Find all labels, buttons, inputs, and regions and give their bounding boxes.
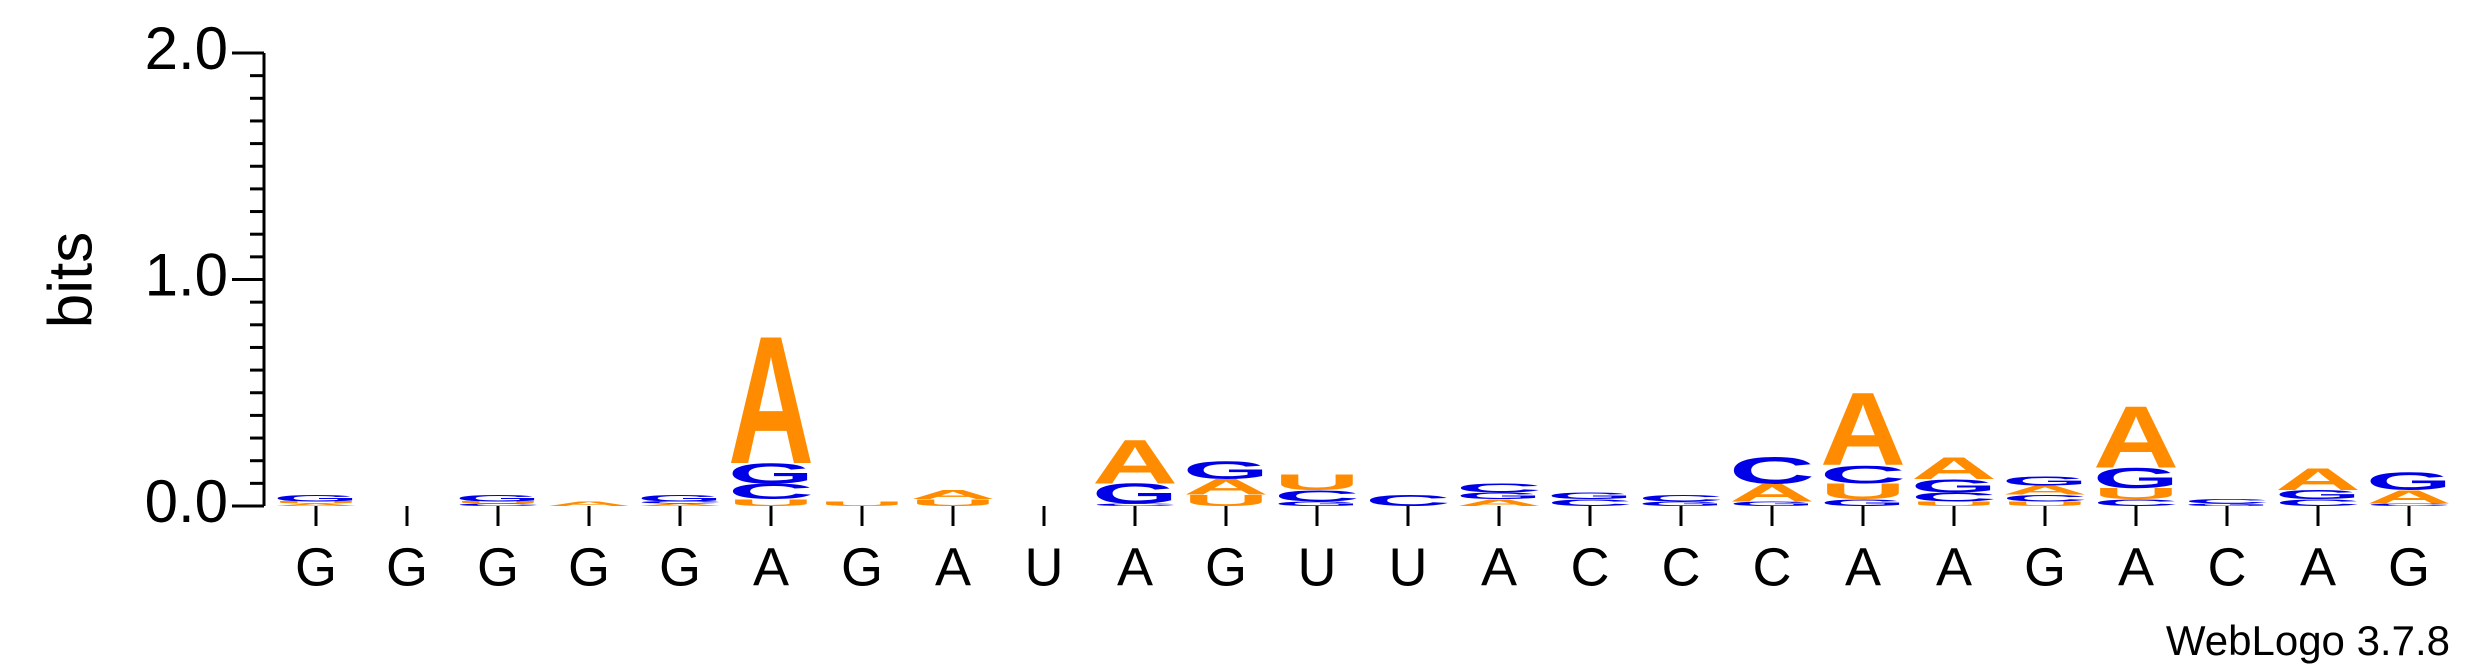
- letter-glyph: G: [1729, 500, 1815, 507]
- letter-glyph: C: [455, 503, 541, 507]
- letter-glyph: G: [1547, 491, 1633, 501]
- letter-glyph: U: [2002, 500, 2088, 507]
- x-tick-label: C: [1753, 537, 1792, 597]
- letter-glyph: A: [1092, 426, 1178, 497]
- x-tick-label: A: [2118, 537, 2154, 597]
- letter-glyph: G: [728, 458, 814, 490]
- letter-glyph: A: [637, 503, 723, 507]
- letter-glyph: G: [1911, 476, 1997, 497]
- letter-glyph: C: [2275, 498, 2361, 508]
- letter-glyph: G: [2184, 503, 2270, 507]
- letter-glyph: U: [910, 498, 996, 508]
- letter-glyph: G: [455, 493, 541, 503]
- letter-glyph: C: [1092, 503, 1178, 507]
- letter-glyph: C: [1911, 490, 1997, 504]
- letter-glyph: G: [1456, 491, 1542, 501]
- x-tick-label: G: [2024, 537, 2066, 597]
- letter-glyph: U: [728, 498, 814, 508]
- letter-glyph: A: [2366, 487, 2452, 508]
- letter-glyph: C: [1456, 481, 1542, 495]
- letter-glyph: A: [2275, 462, 2361, 497]
- x-tick-label: A: [1845, 537, 1881, 597]
- x-tick-label: G: [1205, 537, 1247, 597]
- footer: WebLogo 3.7.8: [2166, 617, 2450, 664]
- x-tick-label: A: [1117, 537, 1153, 597]
- letter-glyph: G: [2002, 474, 2088, 488]
- x-tick-label: G: [477, 537, 519, 597]
- letter-glyph: A: [1911, 450, 1997, 485]
- letter-glyph: C: [2366, 503, 2452, 507]
- letter-glyph: A: [546, 500, 632, 507]
- letter-glyph: G: [1820, 498, 1906, 508]
- letter-glyph: C: [2002, 493, 2088, 503]
- letter-glyph: C: [1365, 492, 1451, 510]
- x-tick-label: G: [568, 537, 610, 597]
- letter-glyph: G: [637, 493, 723, 503]
- letter-glyph: G: [273, 493, 359, 503]
- x-tick-label: A: [2300, 537, 2336, 597]
- letter-glyph: G: [2275, 488, 2361, 502]
- y-tick-label: 0.0: [145, 468, 228, 535]
- letter-glyph: A: [2093, 388, 2179, 486]
- letter-glyph: U: [819, 500, 905, 507]
- letter-glyph: A: [910, 488, 996, 502]
- x-tick-label: C: [1662, 537, 1701, 597]
- letter-glyph: G: [2366, 468, 2452, 496]
- letter-glyph: G: [1183, 456, 1269, 484]
- letter-glyph: U: [273, 501, 359, 505]
- letter-glyph: C: [1547, 498, 1633, 508]
- letter-glyph: A: [2002, 483, 2088, 497]
- letter-glyph: C: [2093, 498, 2179, 508]
- letter-glyph: G: [1638, 500, 1724, 507]
- x-tick-label: U: [1389, 537, 1428, 597]
- letter-glyph: C: [637, 501, 723, 505]
- x-tick-label: C: [2208, 537, 2247, 597]
- letter-glyph: A: [1729, 479, 1815, 507]
- letter-glyph: C: [1638, 493, 1724, 503]
- letter-glyph: C: [1729, 450, 1815, 492]
- letter-glyph: A: [1456, 498, 1542, 508]
- letter-glyph: C: [728, 479, 814, 504]
- x-tick-label: A: [1936, 537, 1972, 597]
- letter-glyph: C: [2184, 498, 2270, 505]
- letter-glyph: A: [1183, 475, 1269, 500]
- y-tick-label: 1.0: [145, 241, 228, 308]
- x-tick-label: U: [1298, 537, 1337, 597]
- letter-glyph: U: [1911, 500, 1997, 507]
- letter-glyph: C: [1820, 461, 1906, 489]
- x-tick-label: C: [1571, 537, 1610, 597]
- x-tick-label: G: [386, 537, 428, 597]
- x-tick-label: A: [753, 537, 789, 597]
- letter-glyph: U: [2093, 485, 2179, 503]
- letter-glyph: G: [2093, 462, 2179, 494]
- letter-glyph: A: [1820, 372, 1906, 488]
- x-tick-label: A: [1481, 537, 1517, 597]
- letter-glyph: U: [1820, 479, 1906, 504]
- x-tick-label: U: [1025, 537, 1064, 597]
- letter-glyph: A: [728, 299, 814, 502]
- x-tick-label: G: [295, 537, 337, 597]
- letter-glyph: C: [1274, 487, 1360, 505]
- letter-glyph: A: [273, 503, 359, 507]
- letter-glyph: U: [1274, 470, 1360, 495]
- letter-glyph: G: [1092, 478, 1178, 510]
- letter-glyph: G: [1274, 500, 1360, 507]
- letter-glyph: U: [455, 501, 541, 505]
- x-tick-label: G: [2388, 537, 2430, 597]
- y-axis-title: bits: [36, 232, 105, 328]
- y-tick-label: 2.0: [145, 15, 228, 82]
- x-tick-label: G: [841, 537, 883, 597]
- letter-glyph: U: [1183, 492, 1269, 510]
- x-tick-label: A: [935, 537, 971, 597]
- x-tick-label: G: [659, 537, 701, 597]
